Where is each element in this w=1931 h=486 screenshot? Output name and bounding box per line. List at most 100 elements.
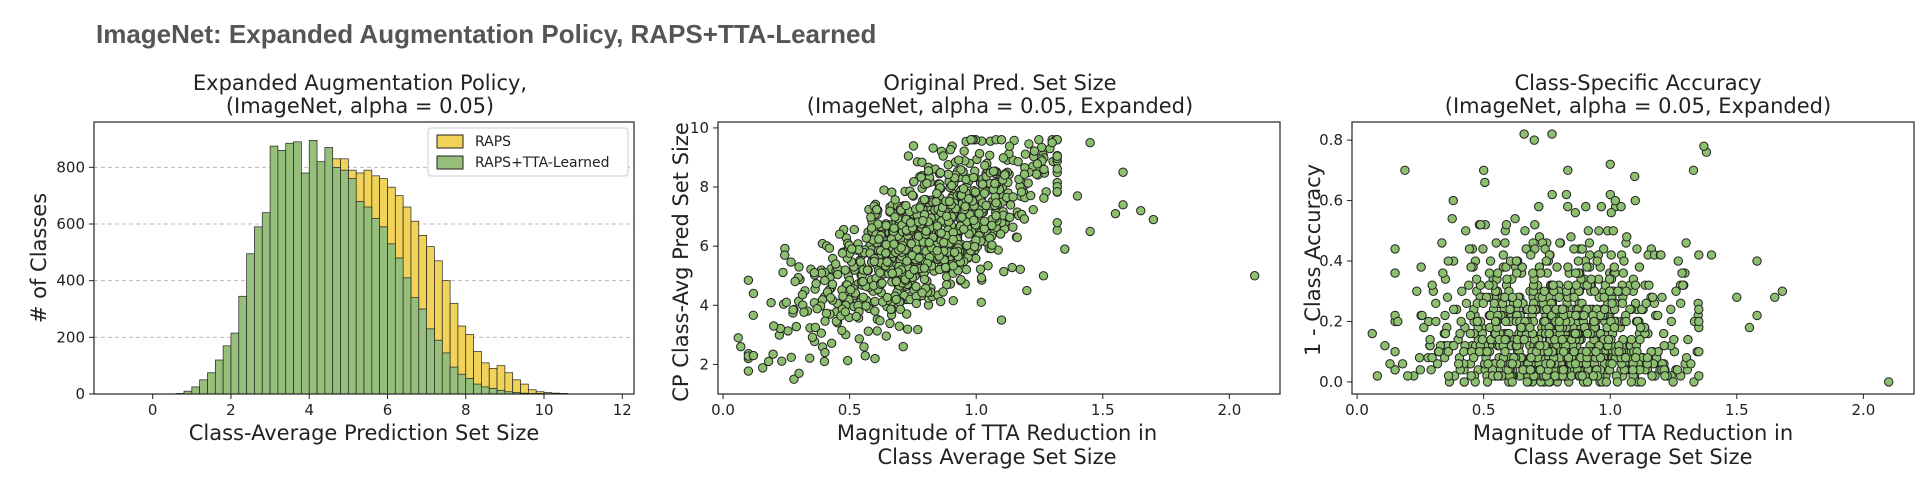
scatter2-point [1541, 256, 1552, 266]
scatter2-point [1571, 280, 1582, 290]
scatter1-point [913, 324, 923, 335]
scatter2-point [1443, 346, 1454, 357]
scatter1-point [768, 321, 779, 331]
scatter2-point [1510, 214, 1520, 224]
scatter1-title-line1: Original Pred. Set Size [883, 71, 1116, 95]
scatter2-point [1635, 322, 1646, 333]
scatter2-point [1563, 280, 1573, 290]
scatter1-point [1038, 271, 1049, 281]
scatter2-point [1478, 244, 1488, 254]
hist-bar-tta [254, 226, 263, 395]
scatter2-point [1419, 322, 1429, 333]
scatter1-xtick-label: 1.5 [1091, 401, 1115, 419]
scatter2-point [1678, 280, 1688, 290]
scatter1-point [807, 332, 818, 342]
scatter1-point [971, 253, 981, 264]
histogram-panel: Expanded Augmentation Policy, (ImageNet,… [27, 71, 635, 445]
scatter1-point [875, 268, 885, 278]
scatter1-point [901, 200, 911, 211]
scatter1-point [840, 307, 851, 317]
scatter2-point [1475, 220, 1486, 230]
scatter1-point [935, 167, 946, 178]
scatter1-point [881, 248, 891, 258]
scatter2-point [1777, 286, 1788, 296]
scatter1-point [981, 200, 991, 211]
scatter1-point [915, 203, 925, 213]
scatter2-point [1493, 371, 1503, 381]
scatter1-point [896, 243, 906, 253]
scatter1-point [1249, 271, 1260, 281]
scatter2-point [1483, 359, 1493, 369]
scatter1-point [908, 141, 919, 151]
scatter2-point [1583, 226, 1594, 236]
hist-bar-raps [496, 365, 506, 395]
scatter2-point [1582, 377, 1593, 387]
hist-bar-tta [340, 169, 349, 395]
scatter2-point [1380, 340, 1390, 351]
scatter1-point [870, 296, 880, 307]
scatter1-point [846, 285, 856, 295]
scatter2-point [1530, 220, 1540, 230]
scatter2-point [1539, 286, 1550, 296]
scatter1-point [790, 276, 800, 287]
scatter1-point [969, 241, 980, 252]
scatter1-point [1136, 205, 1146, 216]
scatter1-point [874, 234, 884, 244]
scatter1-points [733, 135, 1260, 384]
scatter2-point [1442, 292, 1453, 302]
scatter2-point [1613, 286, 1623, 296]
scatter1-point [885, 318, 895, 329]
scatter1-point [977, 179, 988, 189]
hist-bar-tta [488, 387, 498, 395]
scatter2-point [1400, 165, 1410, 176]
scatter1-point [757, 363, 768, 373]
scatter1-point [963, 194, 974, 204]
scatter2-point [1592, 256, 1602, 266]
scatter1-point [941, 211, 952, 221]
scatter1-point [959, 146, 969, 156]
scatter2-point [1642, 353, 1653, 363]
scatter2-point [1588, 371, 1599, 381]
scatter1-point [1008, 192, 1018, 202]
hist-axes-frame [93, 121, 635, 395]
scatter2-point [1581, 201, 1591, 212]
hist-xtick-label: 6 [383, 401, 393, 419]
scatter2-point [1526, 250, 1536, 260]
scatter1-point [987, 240, 997, 250]
scatter2-point [1516, 322, 1526, 333]
scatter1-point [999, 266, 1009, 277]
scatter2-point [1505, 304, 1515, 315]
scatter2-point [1570, 328, 1581, 339]
scatter2-xlabel-line2: Class Average Set Size [1513, 445, 1752, 469]
scatter1-point [1072, 191, 1083, 201]
hist-ytick-label: 0 [75, 385, 85, 403]
scatter2-point [1547, 129, 1557, 139]
scatter1-point [902, 309, 912, 319]
hist-bar-tta [332, 166, 341, 395]
scatter2-point [1599, 292, 1609, 302]
scatter2-point [1644, 280, 1654, 290]
scatter2-point [1563, 165, 1573, 176]
scatter2-point [1455, 328, 1465, 339]
hist-xlabel: Class-Average Prediction Set Size [189, 421, 540, 445]
hist-bar-tta [316, 161, 326, 395]
hist-bar-tta [214, 359, 224, 395]
scatter2-point [1558, 365, 1568, 375]
scatter1-point [894, 321, 904, 331]
scatter1-point [939, 237, 949, 248]
scatter2-point [1390, 244, 1400, 254]
scatter2-point [1666, 304, 1676, 315]
hist-bar-tta [394, 257, 404, 395]
hist-bar-tta [355, 200, 365, 395]
scatter1-point [996, 315, 1007, 325]
scatter2-point [1490, 316, 1501, 327]
scatter1-point [810, 322, 821, 333]
hist-bar-tta [324, 147, 334, 395]
scatter1-point [794, 368, 804, 379]
scatter2-point [1570, 268, 1581, 278]
scatter1-point [1013, 157, 1023, 167]
scatter1-point [882, 292, 892, 303]
scatter2-point [1535, 365, 1546, 375]
scatter2-point [1699, 141, 1709, 151]
scatter2-point [1478, 165, 1489, 176]
